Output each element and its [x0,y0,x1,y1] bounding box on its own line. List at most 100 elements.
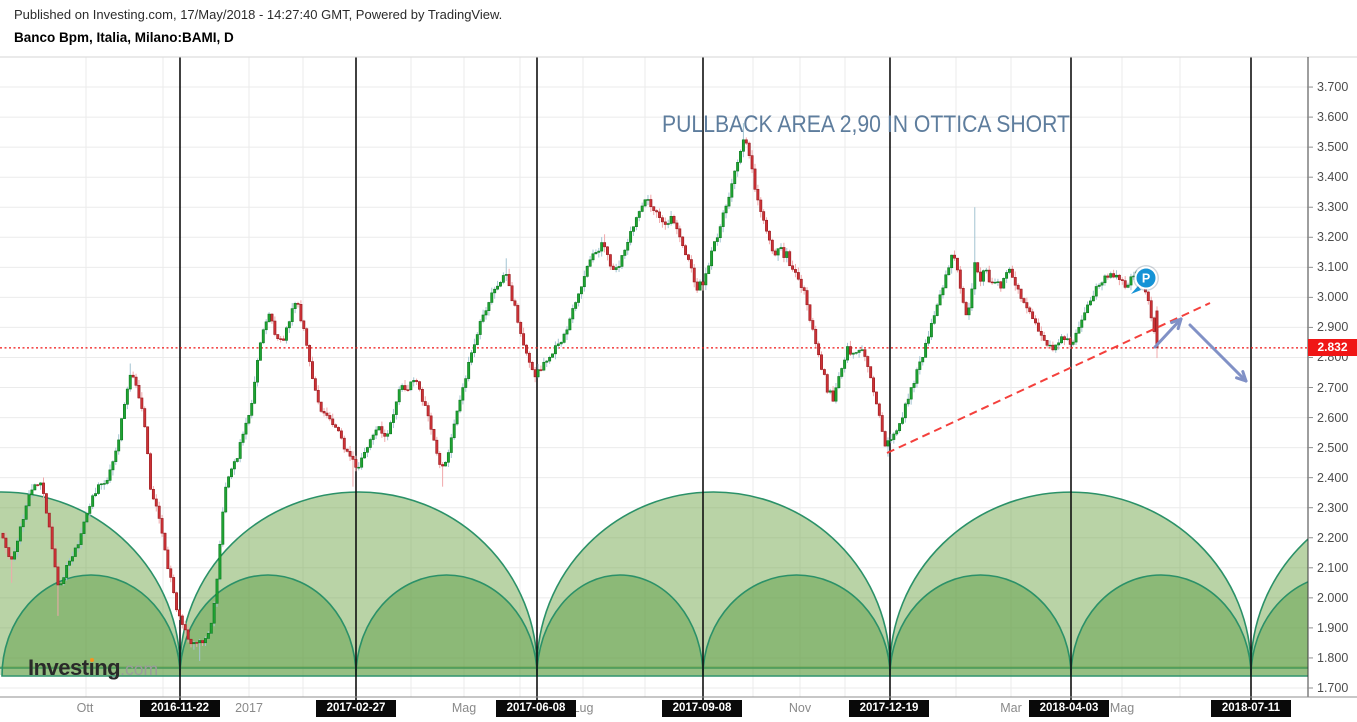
price-tick-label: 3.100 [1317,260,1349,275]
candle [120,418,124,442]
candle [727,192,731,210]
candle [475,332,479,346]
candle [785,247,789,263]
candle [105,477,109,486]
candle [932,311,936,326]
candle [692,264,696,288]
candle [848,340,852,357]
candle [527,351,531,368]
candle [73,546,77,557]
price-marker-bubble[interactable]: P [1131,265,1159,294]
candle [1036,318,1040,332]
candle [1146,290,1150,305]
candle [94,487,98,498]
candle [851,352,855,359]
candle [235,457,239,463]
candle [461,383,465,405]
price-tick-label: 3.000 [1317,290,1349,305]
candle [802,285,806,295]
candle [970,283,974,311]
candle [947,265,951,276]
candle [1016,283,1020,294]
candle [125,386,129,410]
candle [1013,271,1017,291]
candle [383,429,387,442]
candle [579,286,583,299]
candle [953,250,956,261]
candle [331,413,335,428]
pullback-annotation[interactable]: PULLBACK AREA 2,90 IN OTTICA SHORT [662,111,1070,138]
candle [1034,315,1037,326]
candle [608,253,612,271]
plot-frame [0,56,1357,698]
candle [42,477,45,499]
candle [551,353,554,359]
candle [415,378,419,385]
marker-circle [1134,266,1158,290]
candle [996,278,1000,286]
candle [982,269,985,286]
price-tick-label: 1.700 [1317,680,1349,695]
candle [707,262,711,275]
candle [799,274,803,293]
candle [496,280,500,291]
candle [47,512,51,531]
candle [779,243,783,251]
candle [264,319,268,335]
candle [773,248,777,257]
candle [629,226,633,246]
candle [204,636,207,646]
candle [44,492,48,514]
candle [146,426,150,455]
candle [296,301,300,308]
candle [782,242,786,263]
candle [684,244,688,256]
candle [13,548,17,562]
candle [256,358,259,387]
candle [189,638,193,648]
candle [866,355,870,373]
candle [898,423,902,433]
candle [1051,341,1055,352]
price-tick-label: 1.800 [1317,650,1349,665]
candle [614,263,618,273]
price-tick-label: 3.700 [1317,80,1349,95]
candle [901,412,904,425]
candle [979,267,983,287]
candle [643,199,647,208]
candle [470,349,473,366]
candle [221,507,225,547]
candle [796,267,800,281]
candle [1103,274,1107,286]
candle [548,355,552,364]
candle [710,247,714,270]
candle [874,391,878,405]
month-label: Nov [788,701,812,715]
candle [212,601,216,627]
candle [467,356,471,382]
candle [1054,344,1058,353]
candle [1008,267,1011,275]
cycle-date-badge: 2018-04-03 [1029,700,1109,717]
candle [987,265,991,284]
candle [1060,333,1063,345]
candle [912,380,916,393]
published-line: Published on Investing.com, 17/May/2018 … [14,7,503,22]
candle [724,204,728,219]
watermark-brand: Invest [28,655,89,680]
candle [389,420,393,435]
trendline[interactable] [886,302,1211,454]
candle [872,375,876,397]
cycle-date-badge: 2017-06-08 [496,700,576,717]
candle [484,307,488,320]
candle [929,318,933,341]
candle [360,453,364,470]
candle [504,258,508,281]
candle [585,265,589,278]
investing-watermark: Invest ıng.com [28,655,159,680]
candle [59,583,63,586]
month-label: Lug [572,701,594,715]
candle [1068,336,1072,350]
projection-arrows[interactable] [1153,317,1248,383]
